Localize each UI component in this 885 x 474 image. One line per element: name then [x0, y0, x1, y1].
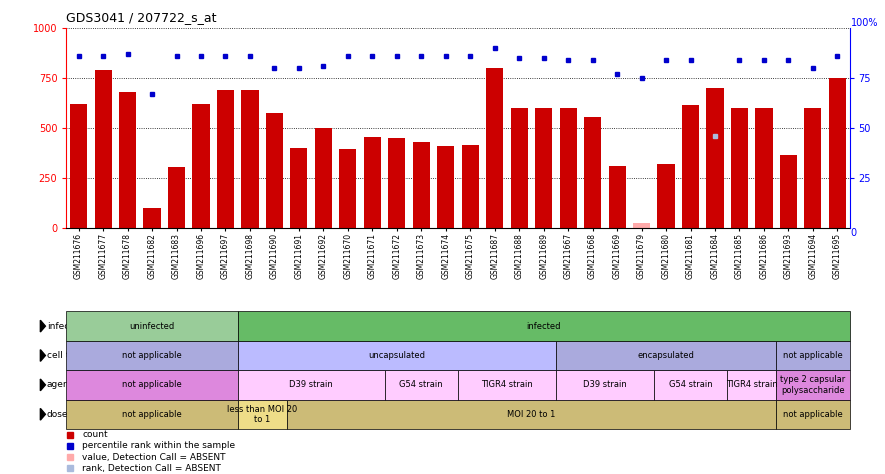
- Bar: [776, 370, 850, 400]
- Text: GDS3041 / 207722_s_at: GDS3041 / 207722_s_at: [66, 11, 217, 24]
- Bar: [804, 109, 821, 228]
- Bar: [119, 92, 136, 228]
- Bar: [776, 341, 850, 370]
- Bar: [95, 71, 112, 228]
- Bar: [437, 146, 454, 228]
- Text: G54 strain: G54 strain: [669, 381, 712, 389]
- Bar: [412, 143, 430, 228]
- Text: type 2 capsular
polysaccharide: type 2 capsular polysaccharide: [781, 375, 845, 394]
- Text: 0: 0: [850, 228, 857, 238]
- Polygon shape: [41, 379, 45, 391]
- Bar: [339, 149, 357, 228]
- Bar: [385, 370, 458, 400]
- Text: TIGR4 strain: TIGR4 strain: [726, 381, 778, 389]
- Bar: [486, 68, 504, 228]
- Bar: [238, 400, 287, 429]
- Text: encapsulated: encapsulated: [637, 351, 695, 360]
- Polygon shape: [41, 409, 45, 420]
- Text: TIGR4 strain: TIGR4 strain: [481, 381, 533, 389]
- Bar: [462, 146, 479, 228]
- Bar: [287, 400, 776, 429]
- Text: uninfected: uninfected: [129, 322, 174, 330]
- Text: D39 strain: D39 strain: [289, 381, 333, 389]
- Bar: [389, 138, 405, 228]
- Text: 100%: 100%: [850, 18, 878, 28]
- Bar: [511, 109, 527, 228]
- Text: value, Detection Call = ABSENT: value, Detection Call = ABSENT: [82, 453, 226, 462]
- Bar: [609, 166, 626, 228]
- Bar: [731, 109, 748, 228]
- Bar: [535, 109, 552, 228]
- Bar: [584, 118, 601, 228]
- Bar: [559, 109, 577, 228]
- Bar: [66, 311, 238, 341]
- Text: rank, Detection Call = ABSENT: rank, Detection Call = ABSENT: [82, 464, 221, 473]
- Text: count: count: [82, 430, 108, 439]
- Bar: [658, 164, 674, 228]
- Bar: [242, 91, 258, 228]
- Bar: [290, 148, 307, 228]
- Polygon shape: [41, 350, 45, 361]
- Bar: [727, 370, 776, 400]
- Bar: [315, 128, 332, 228]
- Text: not applicable: not applicable: [122, 410, 182, 419]
- Text: agent: agent: [47, 381, 73, 389]
- Bar: [682, 105, 699, 228]
- Bar: [217, 91, 234, 228]
- Bar: [364, 137, 381, 228]
- Bar: [828, 79, 846, 228]
- Bar: [556, 341, 776, 370]
- Text: infection: infection: [47, 322, 87, 330]
- Text: not applicable: not applicable: [783, 351, 843, 360]
- Polygon shape: [41, 320, 45, 332]
- Text: less than MOI 20
to 1: less than MOI 20 to 1: [227, 405, 297, 424]
- Bar: [706, 89, 724, 228]
- Bar: [756, 109, 773, 228]
- Bar: [143, 209, 160, 228]
- Text: MOI 20 to 1: MOI 20 to 1: [507, 410, 556, 419]
- Bar: [780, 155, 797, 228]
- Text: uncapsulated: uncapsulated: [368, 351, 426, 360]
- Bar: [458, 370, 556, 400]
- Text: not applicable: not applicable: [122, 351, 182, 360]
- Bar: [66, 370, 238, 400]
- Text: percentile rank within the sample: percentile rank within the sample: [82, 441, 235, 450]
- Bar: [66, 400, 238, 429]
- Bar: [654, 370, 727, 400]
- Bar: [633, 223, 650, 228]
- Bar: [70, 104, 88, 228]
- Text: dose: dose: [47, 410, 68, 419]
- Bar: [266, 113, 283, 228]
- Text: not applicable: not applicable: [122, 381, 182, 389]
- Text: cell type: cell type: [47, 351, 86, 360]
- Text: G54 strain: G54 strain: [399, 381, 443, 389]
- Bar: [238, 370, 385, 400]
- Bar: [238, 311, 850, 341]
- Text: infected: infected: [527, 322, 561, 330]
- Bar: [556, 370, 654, 400]
- Bar: [238, 341, 556, 370]
- Text: not applicable: not applicable: [783, 410, 843, 419]
- Bar: [168, 167, 185, 228]
- Bar: [66, 341, 238, 370]
- Bar: [776, 400, 850, 429]
- Bar: [192, 104, 210, 228]
- Text: D39 strain: D39 strain: [583, 381, 627, 389]
